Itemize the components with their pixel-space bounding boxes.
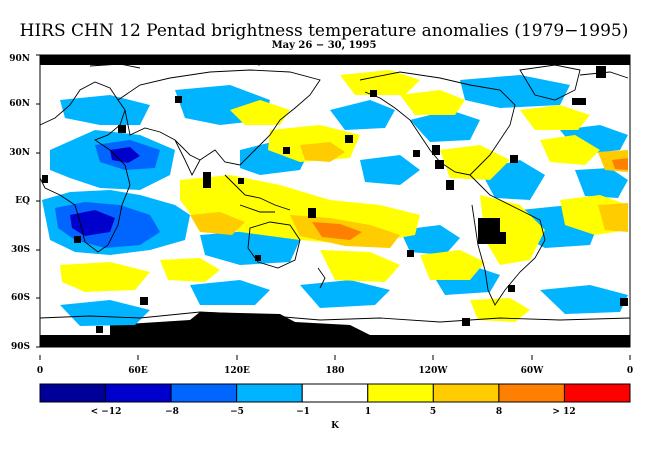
anomaly-dark-blue bbox=[70, 147, 140, 236]
lat-ticks bbox=[36, 54, 40, 348]
colorbar-swatch-5 bbox=[367, 383, 434, 403]
lon-ticks bbox=[39, 355, 631, 360]
colorbar-label-8: 8 bbox=[495, 407, 503, 417]
colorbar-label-1: 1 bbox=[364, 407, 372, 417]
colorbar-label-minus5: −5 bbox=[230, 407, 244, 417]
colorbar-label-minus1: −1 bbox=[296, 407, 310, 417]
colorbar-label-minus8: −8 bbox=[165, 407, 179, 417]
lon-label-60w: 60W bbox=[520, 366, 544, 376]
lat-label-30n: 30N bbox=[9, 148, 30, 158]
anomaly-light-orange bbox=[190, 142, 628, 248]
lat-label-30s: 30S bbox=[10, 245, 30, 255]
colorbar bbox=[39, 383, 631, 403]
lon-label-0-west: 0 bbox=[36, 366, 44, 376]
colorbar-swatch-8 bbox=[563, 383, 631, 403]
map-field bbox=[40, 55, 630, 347]
map-title: HIRS CHN 12 Pentad brightness temperatur… bbox=[19, 21, 629, 41]
colorbar-swatch-6 bbox=[432, 383, 500, 403]
lon-label-120w: 120W bbox=[418, 366, 448, 376]
colorbar-swatch-7 bbox=[498, 383, 565, 403]
missing-data-antarctic bbox=[110, 312, 370, 335]
missing-data-band-north bbox=[40, 55, 630, 65]
colorbar-unit: K bbox=[331, 421, 339, 431]
lat-label-90n: 90N bbox=[9, 54, 30, 64]
colorbar-swatch-1 bbox=[105, 383, 172, 403]
lon-label-180: 180 bbox=[325, 366, 345, 376]
lat-label-90s: 90S bbox=[10, 342, 30, 352]
colorbar-label-5: 5 bbox=[429, 407, 437, 417]
colorbar-swatch-4 bbox=[301, 383, 369, 403]
lat-label-60n: 60N bbox=[9, 99, 30, 109]
missing-data-band-south bbox=[40, 335, 630, 347]
lon-label-120e: 120E bbox=[224, 366, 250, 376]
colorbar-swatch-3 bbox=[236, 383, 303, 403]
lat-label-60s: 60S bbox=[10, 293, 30, 303]
missing-data-squares bbox=[42, 66, 628, 333]
lat-label-eq: EQ bbox=[15, 196, 30, 206]
colorbar-swatch-2 bbox=[170, 383, 238, 403]
map-subtitle: May 26 − 30, 1995 bbox=[271, 40, 377, 51]
lon-label-60e: 60E bbox=[128, 366, 148, 376]
colorbar-swatch-0 bbox=[39, 383, 107, 403]
lon-label-0-east: 0 bbox=[626, 366, 634, 376]
coastlines bbox=[40, 59, 630, 323]
colorbar-label-gt-12: > 12 bbox=[552, 407, 576, 417]
colorbar-label-lt-minus12: < −12 bbox=[90, 407, 122, 417]
anomaly-orange bbox=[312, 158, 628, 240]
